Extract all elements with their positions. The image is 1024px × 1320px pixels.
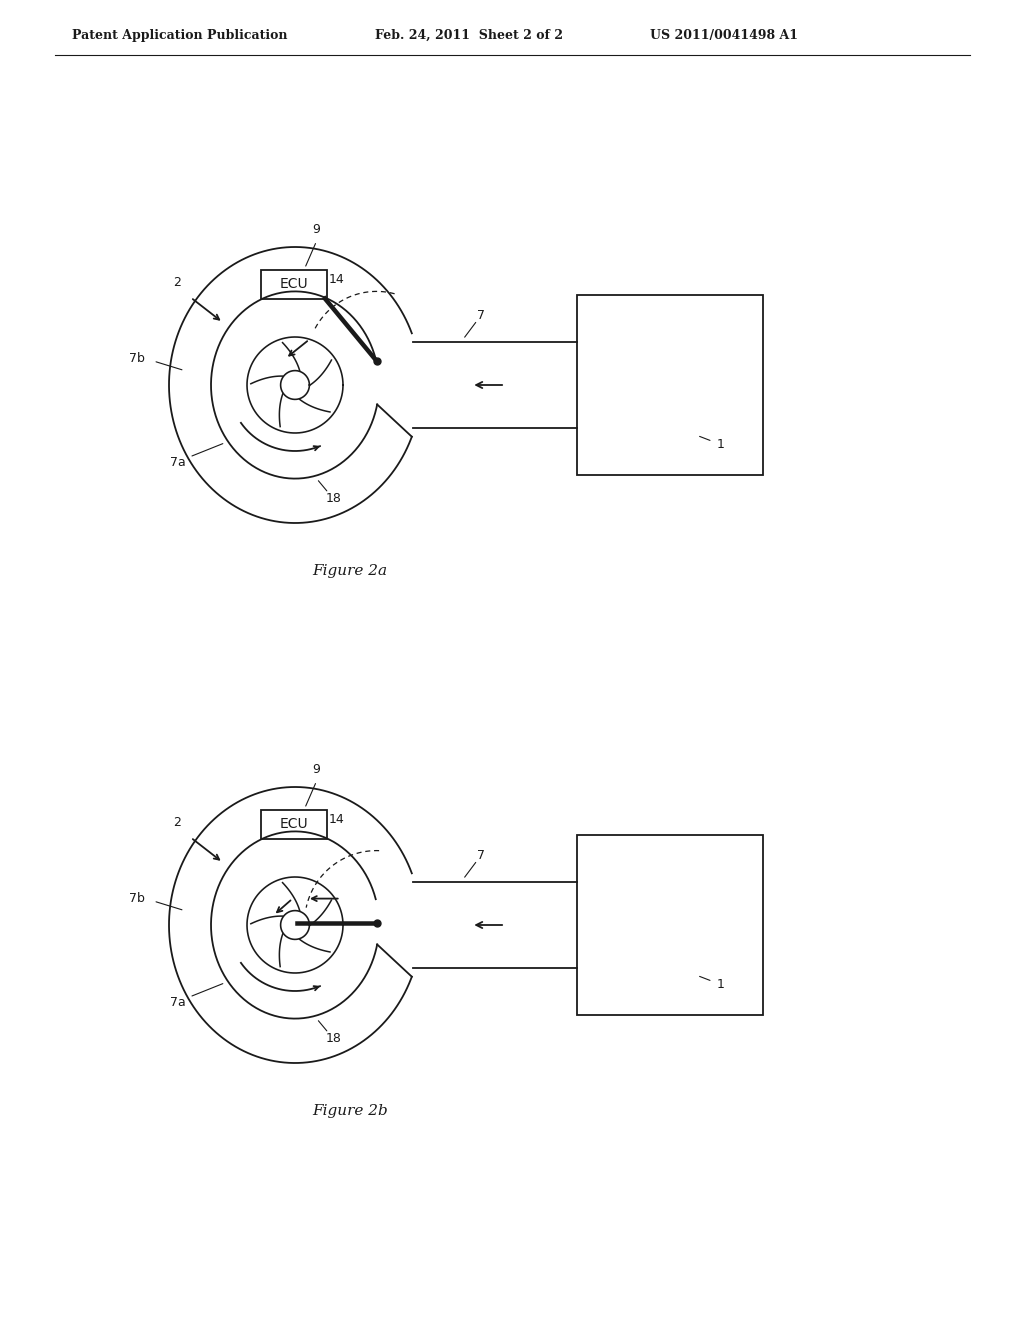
Text: 2: 2 [173,276,181,289]
Text: 7a: 7a [170,457,185,470]
Bar [577,294,763,475]
Text: 14: 14 [329,813,344,826]
Text: 1: 1 [717,438,725,451]
Text: ECU: ECU [281,277,308,292]
Text: 14: 14 [329,273,344,286]
Text: 7: 7 [477,849,485,862]
Text: 7a: 7a [170,997,185,1010]
Text: 7b: 7b [129,352,145,366]
Text: Feb. 24, 2011  Sheet 2 of 2: Feb. 24, 2011 Sheet 2 of 2 [375,29,563,41]
Text: 7b: 7b [129,892,145,906]
Text: Figure 2a: Figure 2a [312,564,387,578]
Bar [261,269,328,298]
Bar [577,836,763,1015]
Text: 2: 2 [173,817,181,829]
Text: ECU: ECU [281,817,308,832]
Text: Patent Application Publication: Patent Application Publication [72,29,288,41]
Text: 1: 1 [717,978,725,991]
Text: US 2011/0041498 A1: US 2011/0041498 A1 [650,29,798,41]
Text: 9: 9 [312,223,321,236]
Text: 18: 18 [326,1032,341,1045]
Text: 7: 7 [477,309,485,322]
Bar [261,809,328,838]
Text: Figure 2b: Figure 2b [312,1104,388,1118]
Text: 18: 18 [326,492,341,506]
Text: 9: 9 [312,763,321,776]
